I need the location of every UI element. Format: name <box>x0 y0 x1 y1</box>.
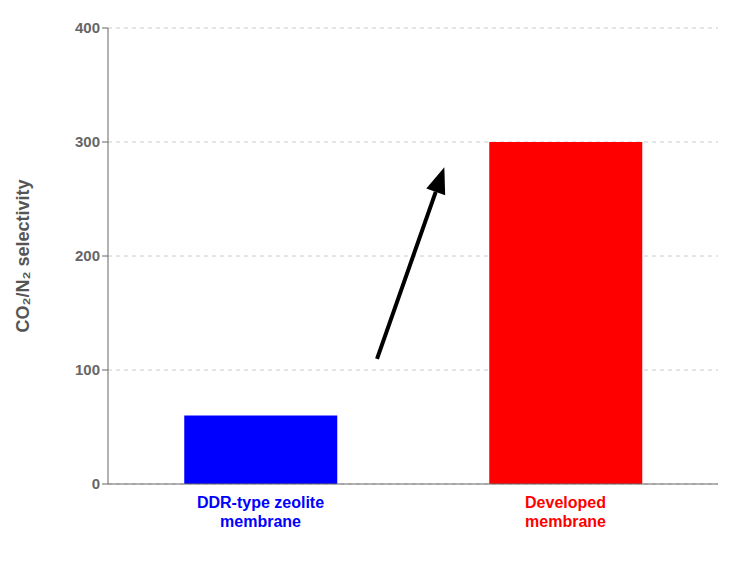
svg-text:300: 300 <box>75 133 100 150</box>
svg-text:DDR-type zeolitemembrane: DDR-type zeolitemembrane <box>197 494 324 530</box>
svg-text:400: 400 <box>75 19 100 36</box>
svg-text:200: 200 <box>75 247 100 264</box>
svg-text:CO₂/N₂ selectivity: CO₂/N₂ selectivity <box>13 179 33 332</box>
svg-text:Developedmembrane: Developedmembrane <box>525 494 606 530</box>
svg-text:0: 0 <box>92 475 100 492</box>
svg-text:100: 100 <box>75 361 100 378</box>
